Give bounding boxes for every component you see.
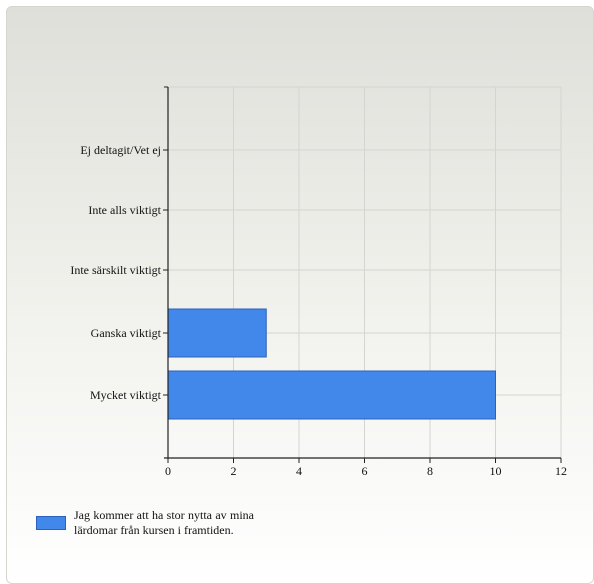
x-tick-label-4: 8 [427,464,433,478]
y-tick-label-2: Inte särskilt viktigt [70,263,161,277]
x-tick-label-3: 6 [362,464,368,478]
y-tick-label-4: Mycket viktigt [90,388,162,402]
bar-4 [167,370,496,420]
x-tick-label-2: 4 [296,464,302,478]
x-tick-label-5: 10 [490,464,502,478]
legend: Jag kommer att ha stor nytta av mina lär… [36,508,254,538]
x-tick-label-0: 0 [165,464,171,478]
legend-label: Jag kommer att ha stor nytta av mina lär… [74,508,254,537]
bar-3 [167,308,267,358]
y-tick-label-3: Ganska viktigt [91,326,162,340]
y-tick-label-0: Ej deltagit/Vet ej [80,143,161,157]
x-tick-label-1: 2 [231,464,237,478]
y-tick-label-1: Inte alls viktigt [88,203,161,217]
legend-swatch [36,516,66,530]
x-tick-label-6: 12 [555,464,567,478]
